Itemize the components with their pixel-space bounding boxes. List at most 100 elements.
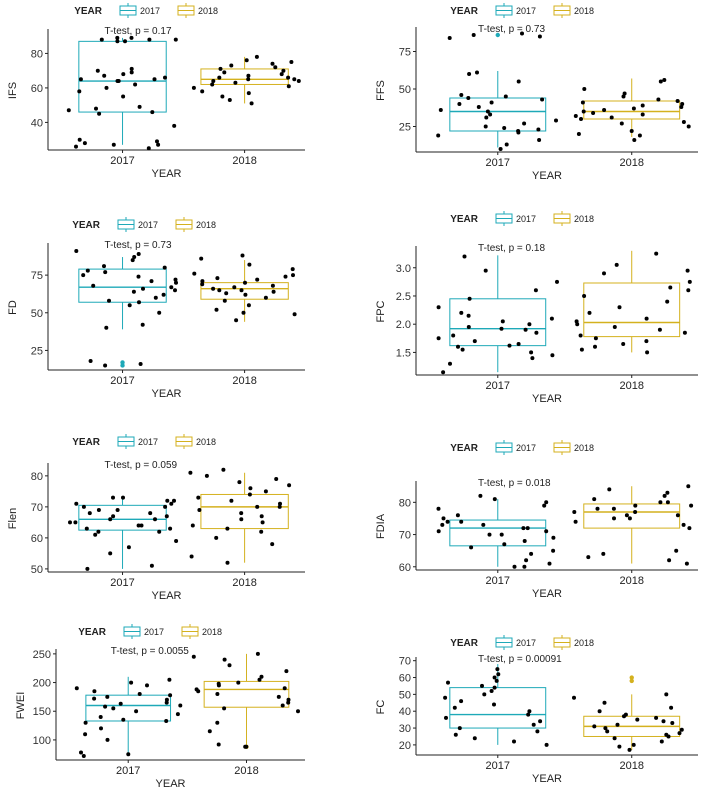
data-point: [232, 285, 237, 290]
legend-key-2018[interactable]: 2018: [175, 434, 216, 449]
box-2018[interactable]: [200, 472, 289, 563]
data-point: [522, 564, 527, 569]
data-point: [108, 517, 113, 522]
data-point: [685, 268, 690, 273]
data-point: [631, 742, 636, 747]
legend-key-2017[interactable]: 2017: [117, 217, 158, 232]
box-2017[interactable]: [449, 255, 547, 373]
data-point: [475, 70, 479, 75]
data-point: [74, 501, 79, 506]
box-2017[interactable]: [449, 664, 547, 745]
y-tick-label: 50: [31, 308, 43, 320]
data-point: [286, 697, 291, 702]
data-point: [103, 363, 108, 368]
data-point: [538, 719, 543, 724]
box-2018[interactable]: [583, 486, 681, 564]
legend-key-2017[interactable]: 2017: [117, 434, 158, 449]
data-point: [629, 129, 634, 133]
data-point: [675, 513, 680, 518]
data-point: [635, 717, 640, 722]
box-2018[interactable]: [583, 78, 681, 138]
data-point: [102, 264, 106, 269]
data-point: [129, 70, 134, 75]
legend-key-2018[interactable]: 2018: [553, 440, 594, 455]
data-point: [145, 683, 149, 688]
x-axis-title: YEAR: [152, 388, 182, 400]
legend-key-2018[interactable]: 2018: [553, 3, 594, 18]
legend-key-2017[interactable]: 2017: [495, 440, 536, 455]
data-point: [436, 305, 441, 310]
data-point: [68, 520, 72, 525]
box-2017[interactable]: [85, 676, 172, 756]
box-2017[interactable]: [449, 499, 547, 567]
legend-key-2018[interactable]: 2018: [175, 217, 216, 232]
data-point: [574, 319, 579, 324]
outlier-point: [120, 363, 125, 368]
data-point: [502, 126, 507, 130]
data-point: [612, 325, 617, 329]
data-point: [111, 142, 116, 147]
data-point: [123, 39, 127, 44]
data-point: [485, 109, 490, 114]
legend-key-2017[interactable]: 2017: [495, 3, 536, 18]
data-point: [484, 115, 489, 120]
data-point: [216, 742, 221, 747]
box-2018[interactable]: [583, 675, 681, 750]
data-point: [460, 347, 465, 352]
x-axis-title: YEAR: [532, 393, 562, 405]
data-point: [141, 286, 145, 291]
y-tick-label: 25: [31, 345, 43, 357]
box-2017[interactable]: [449, 32, 547, 148]
box-2018[interactable]: [583, 250, 681, 353]
box-2018[interactable]: [203, 653, 290, 750]
data-point: [66, 108, 71, 113]
legend-key-2018[interactable]: 2018: [177, 3, 218, 18]
data-point: [507, 343, 512, 348]
data-point: [169, 501, 174, 506]
data-point: [274, 477, 279, 481]
data-point: [609, 115, 614, 120]
legend: YEAR 2017 2018: [78, 624, 222, 639]
box-2017[interactable]: [78, 257, 167, 368]
iqr-box: [449, 97, 547, 132]
data-point: [94, 106, 98, 111]
data-point: [217, 288, 222, 293]
data-point: [241, 310, 246, 315]
x-tick-label: 2018: [619, 380, 643, 392]
legend-key-2018[interactable]: 2018: [553, 635, 594, 650]
data-point: [607, 487, 612, 492]
box-2017[interactable]: [78, 497, 167, 569]
data-point: [281, 68, 286, 73]
y-tick-label: 2.5: [396, 291, 411, 303]
x-axis-title: YEAR: [532, 773, 562, 785]
legend-label: 2017: [516, 638, 536, 648]
y-tick-label: 30: [399, 723, 411, 735]
data-point: [658, 500, 663, 505]
y-axis-title: FFS: [375, 80, 387, 101]
y-tick-label: 75: [31, 270, 43, 282]
data-point: [512, 739, 516, 744]
data-point: [457, 726, 462, 731]
data-point: [459, 310, 464, 315]
data-point: [164, 719, 169, 723]
legend-label: 2018: [202, 627, 222, 637]
data-point: [104, 325, 109, 330]
box-2017[interactable]: [78, 37, 167, 145]
legend-key-2017[interactable]: 2017: [123, 624, 164, 639]
data-point: [222, 70, 227, 75]
data-point: [573, 114, 578, 118]
data-point: [482, 692, 487, 697]
data-point: [169, 285, 174, 290]
data-point: [150, 110, 155, 115]
legend: YEAR 2017 2018: [72, 217, 216, 232]
data-point: [103, 270, 108, 275]
iqr-box: [78, 40, 167, 113]
legend-key-2017[interactable]: 2017: [119, 3, 160, 18]
legend-key-2017[interactable]: 2017: [495, 211, 536, 226]
legend-key-2017[interactable]: 2017: [495, 635, 536, 650]
legend-key-2018[interactable]: 2018: [181, 624, 222, 639]
x-axis-title: YEAR: [152, 168, 182, 180]
data-point: [164, 514, 169, 519]
legend-key-2018[interactable]: 2018: [553, 211, 594, 226]
data-point: [234, 318, 239, 323]
